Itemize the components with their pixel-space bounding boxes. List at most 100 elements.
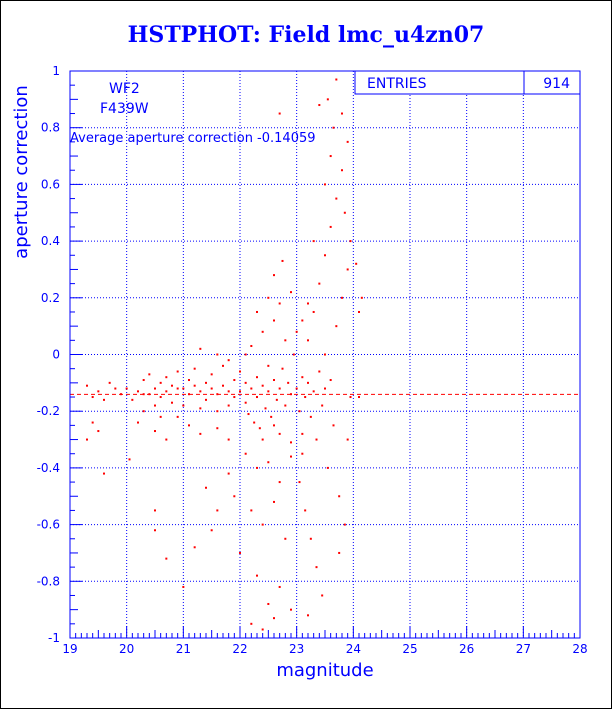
data-point xyxy=(321,594,324,597)
data-point xyxy=(307,339,309,342)
data-point xyxy=(312,310,315,313)
data-point xyxy=(326,98,329,101)
data-point xyxy=(309,537,312,540)
data-point xyxy=(346,268,349,271)
data-point xyxy=(346,438,349,441)
data-point xyxy=(295,387,298,390)
data-point xyxy=(193,384,196,387)
data-point xyxy=(165,390,168,393)
data-point xyxy=(261,384,264,387)
data-point xyxy=(165,438,168,441)
data-point xyxy=(182,387,185,390)
data-point xyxy=(261,523,264,526)
data-point xyxy=(97,430,100,433)
data-point xyxy=(244,381,247,384)
data-point xyxy=(239,551,241,554)
data-point xyxy=(278,112,281,115)
data-point xyxy=(154,430,156,433)
data-point xyxy=(278,585,281,588)
x-tick-label: 24 xyxy=(346,642,361,656)
data-point xyxy=(159,415,162,418)
data-point xyxy=(91,396,94,399)
data-point xyxy=(295,330,298,333)
data-point xyxy=(253,421,256,424)
stats-entries-value: 914 xyxy=(543,76,570,92)
y-tick-label: 1 xyxy=(52,64,60,78)
data-point xyxy=(281,367,284,370)
data-point xyxy=(250,344,253,347)
data-point xyxy=(261,628,264,631)
data-point xyxy=(227,404,230,407)
y-axis-label: aperture correction xyxy=(11,85,32,259)
y-tick-label: 0.4 xyxy=(41,234,60,248)
data-point xyxy=(154,509,156,512)
data-point xyxy=(290,455,292,458)
data-point xyxy=(275,398,278,401)
data-point xyxy=(216,427,219,430)
data-point xyxy=(267,296,270,299)
y-tick-label: 0.6 xyxy=(41,177,60,191)
data-point xyxy=(154,387,156,390)
data-point xyxy=(284,339,287,342)
data-point xyxy=(284,537,287,540)
y-tick-label: 0.2 xyxy=(41,291,60,305)
data-point xyxy=(114,387,117,390)
data-point xyxy=(278,432,281,435)
chip-label: WF2 xyxy=(109,81,140,97)
data-point xyxy=(318,104,321,107)
data-point xyxy=(341,169,343,172)
data-point xyxy=(261,438,264,441)
data-point xyxy=(256,310,258,313)
data-point xyxy=(188,379,190,382)
data-point xyxy=(227,390,230,393)
data-point xyxy=(273,500,275,503)
data-point xyxy=(227,472,230,475)
data-point xyxy=(301,319,304,322)
data-point xyxy=(301,452,304,455)
data-point xyxy=(267,461,270,464)
data-point xyxy=(273,424,275,427)
data-point xyxy=(329,225,332,228)
chart-title: HSTPHOT: Field lmc_u4zn07 xyxy=(127,22,485,48)
data-point xyxy=(290,608,292,611)
data-point xyxy=(273,319,275,322)
data-point xyxy=(142,410,145,413)
data-point xyxy=(86,384,88,387)
data-point xyxy=(250,622,253,625)
data-point xyxy=(338,551,341,554)
data-point xyxy=(131,398,134,401)
data-point xyxy=(256,396,258,399)
data-point xyxy=(216,353,219,356)
data-point xyxy=(261,330,264,333)
data-point xyxy=(290,291,292,294)
data-point xyxy=(193,546,196,549)
data-point xyxy=(86,438,88,441)
data-point xyxy=(341,296,343,299)
data-point xyxy=(355,262,358,265)
data-point xyxy=(182,585,185,588)
data-point xyxy=(360,296,363,299)
average-annotation: Average aperture correction -0.14059 xyxy=(70,131,316,146)
data-point xyxy=(273,379,275,382)
data-point xyxy=(199,432,202,435)
data-points xyxy=(86,78,363,631)
data-point xyxy=(97,390,100,393)
data-point xyxy=(307,381,309,384)
x-tick-label: 27 xyxy=(516,642,531,656)
data-point xyxy=(148,373,151,376)
data-point xyxy=(324,183,326,186)
data-point xyxy=(256,574,258,577)
data-point xyxy=(165,557,168,560)
data-point xyxy=(137,390,139,393)
data-point xyxy=(324,254,326,257)
data-point xyxy=(176,370,179,373)
data-point xyxy=(335,325,338,328)
data-point xyxy=(227,359,230,362)
data-point xyxy=(304,396,307,399)
data-point xyxy=(315,566,318,569)
data-point xyxy=(205,381,207,384)
data-point xyxy=(154,404,156,407)
data-point xyxy=(358,310,360,313)
data-point xyxy=(335,78,338,81)
